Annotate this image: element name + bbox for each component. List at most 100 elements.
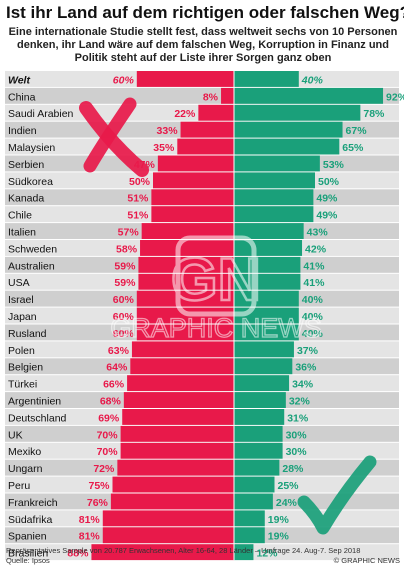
bar-right-way [234,172,315,189]
category-label: Malaysien [8,142,55,154]
category-label: Rusland [8,328,47,340]
bar-wrong-way [91,544,234,561]
value-label-right: 34% [292,379,314,391]
category-label: Kanada [8,193,44,205]
bar-wrong-way [151,189,234,206]
category-label: Japan [8,311,37,323]
value-label-wrong: 35% [153,142,175,154]
bar-wrong-way [122,409,234,425]
value-label-wrong: 88% [67,548,89,560]
value-label-wrong: 66% [103,379,125,391]
bar-wrong-way [151,206,234,223]
value-label-right: 24% [276,497,298,509]
bar-wrong-way [110,493,234,510]
value-label-right: 92% [386,91,404,103]
value-label-wrong: 51% [127,210,149,222]
category-label: Deutschland [8,412,67,424]
value-label-right: 50% [318,176,340,188]
category-label: Welt [8,74,30,86]
bar-wrong-way [136,290,234,307]
bar-right-way [234,189,314,206]
value-label-right: 19% [268,531,290,543]
bar-wrong-way [117,459,234,476]
category-label: Indien [8,125,37,137]
check-stroke [297,455,377,535]
bar-right-way [234,442,283,459]
value-label-right: 31% [287,412,309,424]
value-label-right: 49% [316,210,338,222]
category-label: Südkorea [8,176,53,188]
bar-right-way [234,87,384,104]
category-label: Australien [8,260,55,272]
bar-wrong-way [138,273,234,290]
bar-right-way [234,544,254,561]
value-label-right: 30% [286,429,308,441]
value-label-wrong: 69% [98,412,120,424]
bar-wrong-way [141,223,234,239]
bar-right-way [234,358,293,375]
bar-wrong-way [157,155,234,172]
value-label-wrong: 33% [157,125,179,137]
category-label: Frankreich [8,497,58,509]
value-label-right: 30% [286,446,308,458]
bar-right-way [234,493,273,510]
category-label: China [8,91,36,103]
page-title: Ist ihr Land auf dem richtigen oder fals… [6,3,404,22]
category-label: USA [8,277,30,289]
value-label-wrong: 76% [87,497,109,509]
value-label-right: 41% [303,277,325,289]
bar-right-way [234,459,280,476]
bar-wrong-way [136,324,234,341]
value-label-wrong: 60% [113,311,135,323]
bar-right-way [234,510,265,527]
category-label: Schweden [8,243,57,255]
value-label-right: 67% [346,125,368,137]
value-label-wrong: 72% [93,463,115,475]
bar-right-way [234,392,286,408]
value-label-wrong: 57% [118,227,140,239]
bar-wrong-way [180,121,234,138]
page-subtitle: Eine internationale Studie stellt fest, … [8,26,398,64]
bar-right-way [234,409,285,425]
bar-right-way [234,138,340,155]
bar-right-way [234,425,283,442]
category-label: Brasilien [8,548,48,560]
bar-right-way [234,155,320,172]
bar-wrong-way [112,476,234,493]
category-label: Chile [8,210,32,222]
bar-right-way [234,121,343,138]
value-label-right: 49% [316,193,338,205]
bar-wrong-way [131,341,234,358]
category-label: Peru [8,480,30,492]
value-label-wrong: 50% [129,176,151,188]
value-label-wrong: 60% [113,328,135,340]
bar-right-way [234,375,290,392]
cross-mark-icon [79,97,149,177]
value-label-right: 40% [302,294,324,306]
category-label: Türkei [8,379,37,391]
value-label-right: 41% [303,260,325,272]
bar-wrong-way [120,442,234,459]
watermark-frame [175,235,257,317]
bar-wrong-way [130,358,234,375]
value-label-right: 40% [301,74,324,86]
value-label-right: 32% [289,396,311,408]
category-label: Italien [8,227,36,239]
bar-wrong-way [140,240,234,256]
value-label-wrong: 63% [108,345,130,357]
bar-right-way [234,476,275,493]
value-label-right: 19% [268,514,290,526]
bar-right-way [234,273,301,290]
category-label: UK [8,429,23,441]
value-label-right: 40% [302,311,324,323]
bar-wrong-way [102,527,234,544]
check-mark-icon [297,455,377,535]
category-label: Polen [8,345,35,357]
value-label-wrong: 70% [97,429,119,441]
value-label-right: 28% [282,463,304,475]
value-label-wrong: 22% [174,108,196,120]
value-label-wrong: 70% [97,446,119,458]
value-label-right: 37% [297,345,319,357]
bar-right-way [234,206,314,223]
